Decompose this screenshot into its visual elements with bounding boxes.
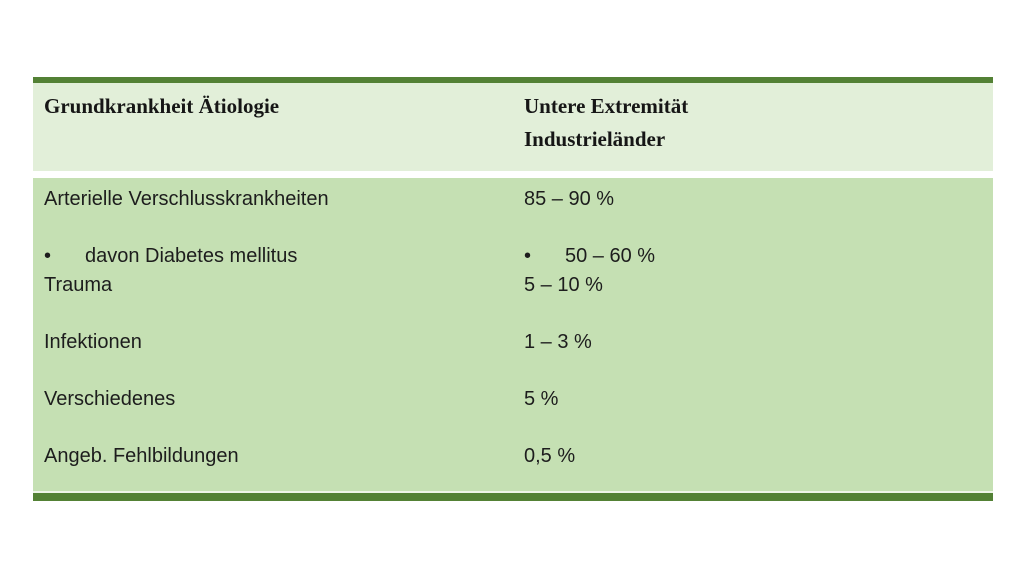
header-line-untere-extremitaet: Untere Extremität <box>524 94 689 118</box>
row-label-cell: • davon Diabetes mellitus <box>33 242 513 271</box>
row-label: Infektionen <box>44 331 142 353</box>
etiology-table: Grundkrankheit Ätiologie Untere Extremit… <box>33 77 993 501</box>
row-value: 1 – 3 % <box>524 331 592 353</box>
header-line-industrielaender: Industrieländer <box>524 127 666 151</box>
table-header-row: Grundkrankheit Ätiologie Untere Extremit… <box>33 83 993 171</box>
table-row-davon-diabetes-mellitus: • davon Diabetes mellitus • 50 – 60 % <box>33 242 993 271</box>
row-label: Arterielle Verschlusskrankheiten <box>44 188 329 210</box>
row-value-cell: 85 – 90 % <box>513 185 993 214</box>
table-row-verschiedenes: Verschiedenes 5 % <box>33 385 993 414</box>
row-value-cell: 0,5 % <box>513 442 993 471</box>
bullet-icon: • <box>44 245 52 267</box>
row-label-cell: Trauma <box>33 271 513 300</box>
row-value: 85 – 90 % <box>524 188 615 210</box>
row-value: 0,5 % <box>524 445 576 467</box>
row-value: 50 – 60 % <box>565 245 656 267</box>
table-row-arterielle-verschlusskrankheiten: Arterielle Verschlusskrankheiten 85 – 90… <box>33 185 993 214</box>
table-row-trauma: Trauma 5 – 10 % <box>33 271 993 300</box>
row-value-cell: 5 – 10 % <box>513 271 993 300</box>
row-value: 5 – 10 % <box>524 274 603 296</box>
row-label: Trauma <box>44 274 113 296</box>
row-label: Angeb. Fehlbildungen <box>44 445 239 467</box>
header-cell-untere-extremitaet: Untere Extremität Industrieländer <box>513 83 993 171</box>
row-label-cell: Angeb. Fehlbildungen <box>33 442 513 471</box>
header-body-divider <box>33 171 993 178</box>
row-label: davon Diabetes mellitus <box>85 245 298 267</box>
table-row-angeb-fehlbildungen: Angeb. Fehlbildungen 0,5 % <box>33 442 993 471</box>
body-footer-divider <box>33 491 993 493</box>
table-bottom-border <box>33 493 993 501</box>
header-title-etiology: Grundkrankheit Ätiologie <box>44 94 280 118</box>
table-body: Arterielle Verschlusskrankheiten 85 – 90… <box>33 178 993 491</box>
table-top-border <box>33 77 993 83</box>
row-value: 5 % <box>524 388 559 410</box>
row-value-cell: 5 % <box>513 385 993 414</box>
row-label-cell: Arterielle Verschlusskrankheiten <box>33 185 513 214</box>
row-value-cell: • 50 – 60 % <box>513 242 993 271</box>
row-label: Verschiedenes <box>44 388 176 410</box>
row-label-cell: Verschiedenes <box>33 385 513 414</box>
row-label-cell: Infektionen <box>33 328 513 357</box>
table-row-infektionen: Infektionen 1 – 3 % <box>33 328 993 357</box>
bullet-icon: • <box>524 245 532 267</box>
row-value-cell: 1 – 3 % <box>513 328 993 357</box>
header-cell-grundkrankheit: Grundkrankheit Ätiologie <box>33 83 513 171</box>
